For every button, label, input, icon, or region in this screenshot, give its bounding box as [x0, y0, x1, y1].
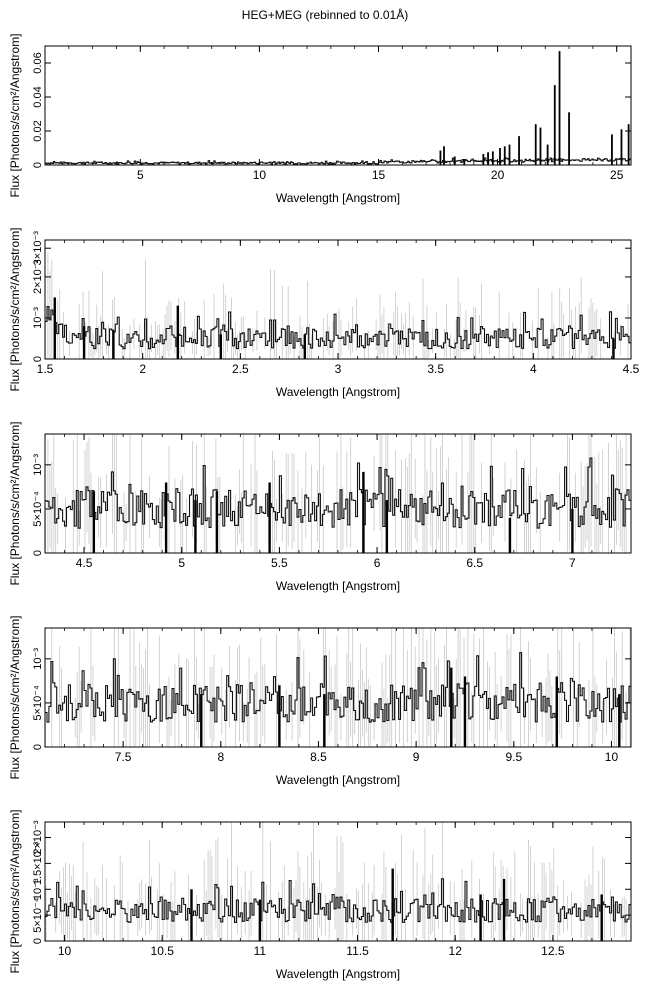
- spectrum-data: [45, 252, 631, 359]
- x-tick-label: 10.5: [151, 944, 175, 958]
- spectrum-data: [45, 822, 631, 941]
- x-tick-label: 4: [530, 362, 537, 376]
- spectrum-trace: [45, 652, 631, 747]
- y-tick-label: 0.04: [32, 86, 44, 107]
- plot-frame: [44, 627, 632, 748]
- x-tick-label: 5.5: [271, 556, 288, 570]
- spectrum-data: [45, 628, 631, 747]
- y-tick-label: 10⁻³: [32, 878, 44, 900]
- spectrum-trace: [45, 878, 631, 941]
- y-axis-label: Flux [Photons/s/cm²/Angstrom]: [8, 421, 22, 585]
- spectrum-trace: [45, 306, 631, 359]
- x-tick-label: 12.5: [541, 944, 565, 958]
- y-tick-label: 0.02: [32, 120, 44, 141]
- y-axis-label: Flux [Photons/s/cm²/Angstrom]: [8, 227, 22, 391]
- x-tick-label: 2: [139, 362, 146, 376]
- spectrum-data: [45, 434, 631, 553]
- x-tick-label: 7.5: [115, 750, 132, 764]
- x-tick-label: 4.5: [76, 556, 93, 570]
- y-tick-label: 10⁻³: [32, 454, 44, 476]
- y-tick-label: 5×10⁻⁴: [32, 491, 44, 527]
- x-tick-label: 15: [372, 168, 386, 182]
- x-tick-label: 11.5: [346, 944, 369, 958]
- y-axis-label: Flux [Photons/s/cm²/Angstrom]: [8, 615, 22, 779]
- y-tick-label: 1.5×10⁻³: [32, 841, 44, 885]
- y-tick-label: 2×10⁻³: [32, 259, 44, 294]
- x-tick-label: 5: [137, 168, 144, 182]
- y-tick-label: 0: [32, 162, 44, 168]
- plot-frame: [44, 821, 632, 942]
- x-tick-label: 11: [254, 944, 267, 958]
- x-tick-label: 6: [374, 556, 381, 570]
- spectrum-panel-3: 4.5 5 5.5 6 6.5 7 0 5×10⁻⁴ 10⁻³ Wavelength [Angst…: [8, 421, 632, 593]
- y-tick-label: 5×10⁻⁴: [32, 685, 44, 721]
- plot-frame: [44, 45, 632, 166]
- x-tick-label: 12: [449, 944, 463, 958]
- y-tick-label: 0: [32, 550, 44, 556]
- x-axis-label: Wavelength [Angstrom]: [276, 385, 400, 399]
- x-tick-label: 10: [605, 750, 619, 764]
- x-tick-label: 5: [178, 556, 185, 570]
- x-tick-label: 6.5: [466, 556, 483, 570]
- x-tick-label: 3: [335, 362, 342, 376]
- spectrum-trace: [45, 457, 631, 553]
- y-tick-label: 5×10⁻⁴: [32, 897, 44, 933]
- figure-title: HEG+MEG (rebinned to 0.01Å): [241, 8, 409, 22]
- y-tick-label: 0: [32, 356, 44, 362]
- y-tick-label: 3×10⁻³: [32, 231, 44, 266]
- x-tick-label: 8.5: [310, 750, 327, 764]
- x-axis-label: Wavelength [Angstrom]: [276, 773, 400, 787]
- x-tick-label: 4.5: [623, 362, 640, 376]
- y-tick-label: 2×10⁻³: [32, 820, 44, 855]
- x-tick-label: 3.5: [427, 362, 444, 376]
- y-tick-label: 10⁻³: [32, 307, 44, 329]
- spectrum-panel-2: 1.5 2 2.5 3 3.5 4 4.5 0 10⁻³ 2×10⁻³3×10⁻³ Waveleng…: [8, 227, 640, 399]
- y-axis-label: Flux [Photons/s/cm²/Angstrom]: [8, 33, 22, 197]
- x-tick-label: 1.5: [37, 362, 54, 376]
- x-tick-label: 20: [491, 168, 505, 182]
- y-tick-label: 0: [32, 744, 44, 750]
- x-tick-label: 7: [569, 556, 576, 570]
- spectrum-trace: [45, 157, 631, 165]
- x-tick-label: 8: [217, 750, 224, 764]
- spectrum-panel-4: 7.5 8 8.5 9 9.5 10 0 5×10⁻⁴ 10⁻³ Wavelength [Angs…: [8, 615, 632, 787]
- x-tick-label: 9.5: [505, 750, 522, 764]
- x-axis-label: Wavelength [Angstrom]: [276, 191, 400, 205]
- x-tick-label: 25: [610, 168, 624, 182]
- x-axis-label: Wavelength [Angstrom]: [276, 967, 400, 981]
- y-axis-label: Flux [Photons/s/cm²/Angstrom]: [8, 809, 22, 973]
- x-axis-label: Wavelength [Angstrom]: [276, 579, 400, 593]
- x-tick-label: 10: [58, 944, 72, 958]
- y-tick-label: 0: [32, 938, 44, 944]
- x-tick-label: 9: [413, 750, 420, 764]
- x-tick-label: 10: [253, 168, 267, 182]
- x-tick-label: 2.5: [232, 362, 249, 376]
- y-tick-label: 0.06: [32, 52, 44, 73]
- spectrum-data: [45, 51, 631, 165]
- spectrum-panel-1: 5 10 15 20 25 0 0.02 0.04 0.06 Wavelength [Angstr…: [8, 33, 632, 205]
- error-bars: [47, 252, 629, 359]
- y-tick-label: 10⁻³: [32, 648, 44, 670]
- spectrum-panel-5: 10 10.5 11 11.5 12 12.5 0 5×10⁻⁴10⁻³1.5×10⁻³2×1…: [8, 809, 632, 981]
